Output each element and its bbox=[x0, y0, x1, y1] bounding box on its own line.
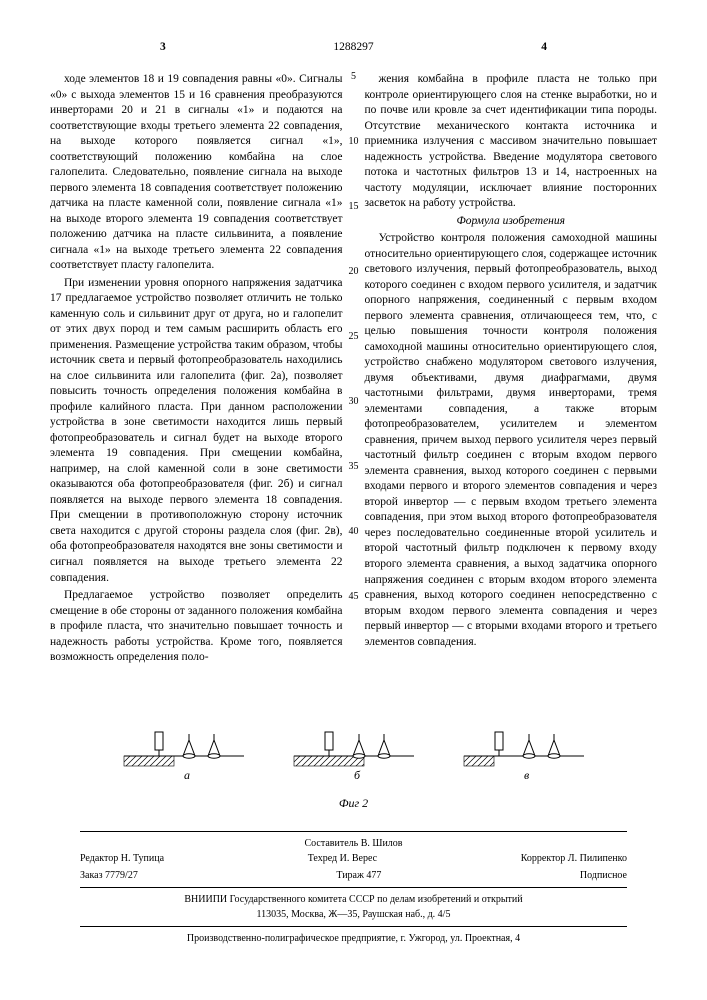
tirazh: Тираж 477 bbox=[336, 868, 381, 883]
fig-label-a: а bbox=[184, 768, 190, 782]
para: жения комбайна в профиле пласта не тольк… bbox=[365, 72, 658, 212]
subscription: Подписное bbox=[580, 868, 627, 883]
line-num: 30 bbox=[349, 397, 359, 407]
line-num: 20 bbox=[349, 267, 359, 277]
org-line: ВНИИПИ Государственного комитета СССР по… bbox=[50, 892, 657, 907]
page-header: 3 1288297 4 bbox=[50, 40, 657, 58]
techred: Техред И. Верес bbox=[308, 851, 377, 866]
fig-label-b: б bbox=[354, 768, 361, 782]
para: Предлагаемое устройство позволяет опреде… bbox=[50, 588, 343, 666]
editor: Редактор Н. Тупица bbox=[80, 851, 164, 866]
line-num: 25 bbox=[349, 332, 359, 342]
page-num-right: 4 bbox=[541, 40, 547, 56]
print-line: Производственно-полиграфическое предприя… bbox=[50, 931, 657, 946]
line-num: 15 bbox=[349, 202, 359, 212]
imprint-footer: Составитель В. Шилов Редактор Н. Тупица … bbox=[50, 831, 657, 946]
order-num: Заказ 7779/27 bbox=[80, 868, 138, 883]
para: Устройство контроля положения самоходной… bbox=[365, 231, 658, 650]
para: При изменении уровня опорного напряжения… bbox=[50, 276, 343, 586]
line-num: 40 bbox=[349, 527, 359, 537]
line-num: 10 bbox=[349, 137, 359, 147]
claims-title: Формула изобретения bbox=[365, 214, 658, 230]
line-num: 45 bbox=[349, 592, 359, 602]
fig-label-c: в bbox=[524, 768, 529, 782]
corrector: Корректор Л. Пилипенко bbox=[521, 851, 627, 866]
line-number-gutter: 5 10 15 20 25 30 35 40 45 bbox=[349, 72, 359, 657]
compiler: Составитель В. Шилов bbox=[50, 836, 657, 851]
figure-svg: а б в bbox=[104, 691, 604, 791]
figure-2: а б в Фиг 2 bbox=[50, 691, 657, 811]
line-num: 35 bbox=[349, 462, 359, 472]
line-num: 5 bbox=[349, 72, 359, 82]
page-num-left: 3 bbox=[160, 40, 166, 56]
addr-line: 113035, Москва, Ж—35, Раушская наб., д. … bbox=[50, 907, 657, 922]
patent-number: 1288297 bbox=[333, 40, 373, 56]
figure-caption: Фиг 2 bbox=[50, 795, 657, 811]
para: ходе элементов 18 и 19 совпадения равны … bbox=[50, 72, 343, 274]
